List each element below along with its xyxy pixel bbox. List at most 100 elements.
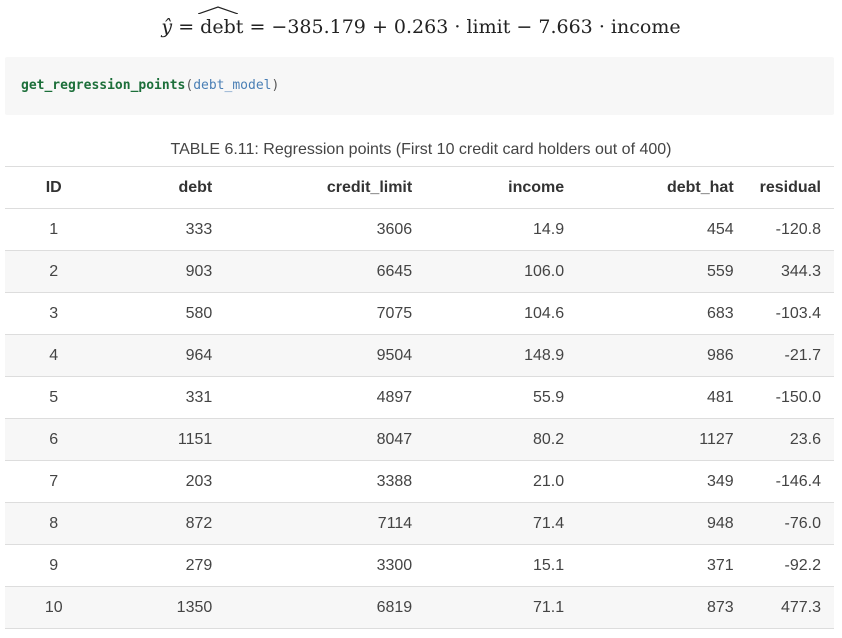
id-cell: 4 (5, 334, 103, 377)
income-cell: 148.9 (425, 334, 578, 377)
id-cell: 10 (5, 586, 103, 629)
debt-cell: 1151 (102, 418, 226, 461)
id-cell: 7 (5, 460, 103, 503)
code-close-paren: ) (271, 78, 280, 93)
table-row: 8 872 7114 71.4 948 -76.0 (5, 502, 834, 545)
table-row: 3 580 7075 104.6 683 -103.4 (5, 292, 834, 335)
hat-accent-icon (198, 6, 239, 14)
debt-cell: 203 (102, 460, 226, 503)
code-open-paren: ( (185, 78, 194, 93)
limit-variable: limit (466, 16, 511, 38)
income-cell: 14.9 (425, 208, 578, 251)
income-cell: 71.1 (425, 586, 578, 629)
debt-cell: 279 (102, 544, 226, 587)
table-caption: TABLE 6.11: Regression points (First 10 … (170, 141, 672, 158)
debt-cell: 331 (102, 376, 226, 419)
id-cell: 2 (5, 250, 103, 293)
debt-hat-cell: 481 (577, 376, 747, 419)
income-cell: 21.0 (425, 460, 578, 503)
income-cell: 15.1 (425, 544, 578, 587)
credit-limit-cell: 9504 (225, 334, 426, 377)
regression-points-table: ID debt credit_limit income debt_hat res… (5, 166, 834, 629)
residual-cell: -150.0 (746, 376, 834, 419)
table-header-row: ID debt credit_limit income debt_hat res… (5, 166, 834, 209)
minus-sign: − (271, 16, 288, 38)
id-cell: 3 (5, 292, 103, 335)
debt-hat-cell: 371 (577, 544, 747, 587)
code-block[interactable]: get_regression_points(debt_model) (5, 57, 834, 115)
credit-limit-cell: 7075 (225, 292, 426, 335)
income-cell: 104.6 (425, 292, 578, 335)
income-cell: 80.2 (425, 418, 578, 461)
table-row: 7 203 3388 21.0 349 -146.4 (5, 460, 834, 503)
credit-limit-cell: 3606 (225, 208, 426, 251)
equals-sign: = (178, 16, 195, 38)
table-body: 1 333 3606 14.9 454 -120.8 2 903 6645 106.0 559 344… (5, 208, 834, 629)
credit-limit-cell: 6819 (225, 586, 426, 629)
debt-cell: 964 (102, 334, 226, 377)
code-argument: debt_model (193, 78, 272, 93)
debt-cell: 872 (102, 502, 226, 545)
minus-sign-2: − (516, 16, 533, 38)
credit-limit-cell: 7114 (225, 502, 426, 545)
credit-limit-cell: 4897 (225, 376, 426, 419)
plus-sign: + (371, 16, 388, 38)
debt-cell: 580 (102, 292, 226, 335)
table-row: 4 964 9504 148.9 986 -21.7 (5, 334, 834, 377)
debt-hat-cell: 454 (577, 208, 747, 251)
equals-sign-2: = (249, 16, 266, 38)
header-debt: debt (102, 166, 226, 209)
table-row: 6 1151 8047 80.2 1127 23.6 (5, 418, 834, 461)
id-cell: 1 (5, 208, 103, 251)
debt-cell: 333 (102, 208, 226, 251)
code-function-name: get_regression_points (21, 78, 186, 93)
table-row: 10 1350 6819 71.1 873 477.3 (5, 586, 834, 629)
equation-hatted-term: debt (198, 6, 243, 44)
residual-cell: -92.2 (746, 544, 834, 587)
debt-hat-cell: 349 (577, 460, 747, 503)
id-cell: 6 (5, 418, 103, 461)
table-row: 9 279 3300 15.1 371 -92.2 (5, 544, 834, 587)
table-row: 1 333 3606 14.9 454 -120.8 (5, 208, 834, 251)
id-cell: 9 (5, 544, 103, 587)
income-variable: income (610, 16, 681, 38)
equation-lhs: ŷ (161, 16, 173, 38)
dot-operator: · (454, 16, 461, 38)
income-coefficient: 7.663 (538, 16, 593, 38)
income-cell: 71.4 (425, 502, 578, 545)
credit-limit-cell: 8047 (225, 418, 426, 461)
header-debt-hat: debt_hat (577, 166, 747, 209)
debt-cell: 1350 (102, 586, 226, 629)
id-cell: 8 (5, 502, 103, 545)
debt-hat-cell: 1127 (577, 418, 747, 461)
debt-hat-cell: 986 (577, 334, 747, 377)
debt-hat-cell: 873 (577, 586, 747, 629)
residual-cell: -76.0 (746, 502, 834, 545)
code-line: get_regression_points(debt_model) (21, 78, 279, 93)
debt-hat-cell: 948 (577, 502, 747, 545)
header-credit-limit: credit_limit (225, 166, 426, 209)
residual-cell: -146.4 (746, 460, 834, 503)
table-row: 5 331 4897 55.9 481 -150.0 (5, 376, 834, 419)
regression-equation: ŷ = debt = −385.179 + 0.263 · limit − 7.… (0, 6, 842, 44)
residual-cell: 344.3 (746, 250, 834, 293)
header-residual: residual (746, 166, 834, 209)
intercept-value: 385.179 (287, 16, 366, 38)
income-cell: 55.9 (425, 376, 578, 419)
debt-hat-cell: 683 (577, 292, 747, 335)
debt-hat-cell: 559 (577, 250, 747, 293)
table-row: 2 903 6645 106.0 559 344.3 (5, 250, 834, 293)
residual-cell: -21.7 (746, 334, 834, 377)
residual-cell: 23.6 (746, 418, 834, 461)
header-income: income (425, 166, 578, 209)
credit-limit-cell: 6645 (225, 250, 426, 293)
residual-cell: 477.3 (746, 586, 834, 629)
credit-limit-cell: 3300 (225, 544, 426, 587)
header-id: ID (5, 166, 103, 209)
id-cell: 5 (5, 376, 103, 419)
credit-limit-cell: 3388 (225, 460, 426, 503)
income-cell: 106.0 (425, 250, 578, 293)
limit-coefficient: 0.263 (393, 16, 449, 38)
residual-cell: -103.4 (746, 292, 834, 335)
residual-cell: -120.8 (746, 208, 834, 251)
